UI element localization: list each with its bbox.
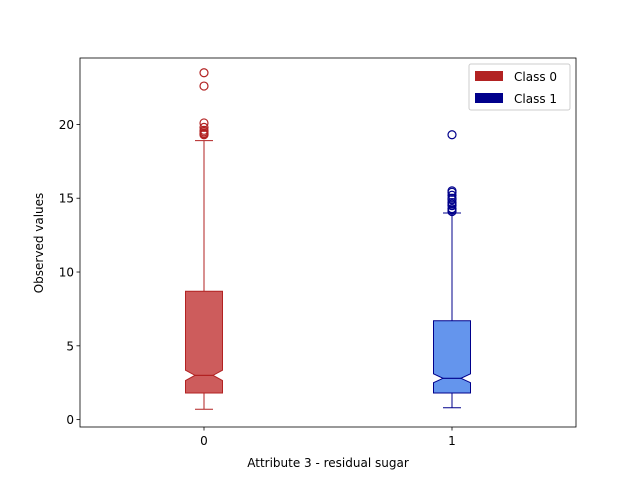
box-class-1 xyxy=(433,130,471,409)
outlier-point xyxy=(447,203,457,214)
legend-swatch xyxy=(475,93,503,103)
x-tick-label: 1 xyxy=(448,434,456,448)
y-axis-label: Observed values xyxy=(32,193,46,294)
legend-swatch xyxy=(475,71,503,81)
legend-label: Class 1 xyxy=(514,92,557,106)
y-tick-label: 5 xyxy=(66,339,74,353)
y-tick-label: 0 xyxy=(66,413,74,427)
box-class-0 xyxy=(185,68,223,410)
outlier-point xyxy=(199,122,209,132)
y-tick-label: 15 xyxy=(59,192,74,206)
outlier-point xyxy=(447,190,457,200)
outlier-point xyxy=(447,186,457,196)
plot-area xyxy=(185,68,471,410)
y-axis-ticks: 0 5 10 15 20 xyxy=(59,118,80,427)
outlier-point xyxy=(199,81,209,91)
axes-frame xyxy=(79,57,577,428)
x-axis-label: Attribute 3 - residual sugar xyxy=(247,456,409,470)
outlier-point xyxy=(199,125,209,135)
outlier-point xyxy=(199,68,209,78)
y-tick-label: 20 xyxy=(59,118,74,132)
outlier-point xyxy=(447,130,457,140)
outlier-point xyxy=(447,193,457,203)
notched-box xyxy=(185,290,223,394)
legend: Class 0 Class 1 xyxy=(468,63,571,111)
legend-label: Class 0 xyxy=(514,70,557,84)
outlier-point xyxy=(447,198,457,208)
y-tick-label: 10 xyxy=(59,266,74,280)
x-tick-label: 0 xyxy=(200,434,208,448)
outlier-point xyxy=(199,118,209,128)
notched-box xyxy=(433,320,471,394)
